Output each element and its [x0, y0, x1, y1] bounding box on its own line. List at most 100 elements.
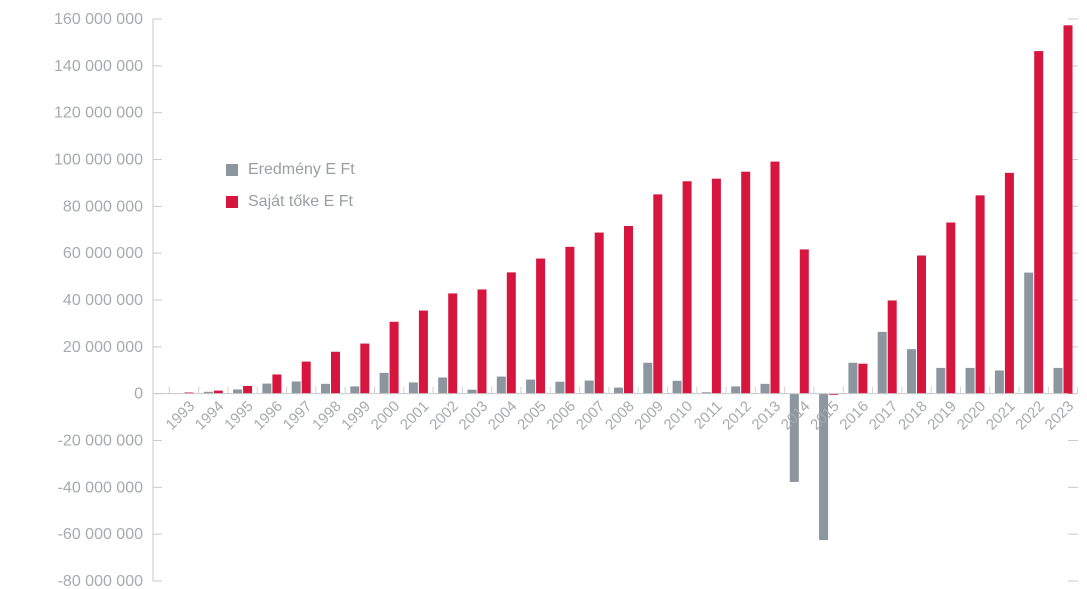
bar-eredmeny-2003	[467, 389, 477, 394]
bar-eredmeny-2022	[1024, 272, 1034, 394]
bar-sajat-toke-2008	[624, 226, 633, 394]
bar-sajat-toke-1995	[243, 385, 253, 394]
x-tick-label: 1995	[221, 398, 257, 434]
bar-sajat-toke-1998	[331, 351, 340, 394]
x-tick-label: 2017	[866, 398, 902, 434]
y-tick-label: -80 000 000	[58, 573, 144, 589]
x-tick-label: 2011	[691, 398, 726, 433]
y-tick-label: 60 000 000	[63, 245, 143, 262]
x-tick-label: 2012	[719, 398, 755, 434]
bar-eredmeny-2005	[526, 379, 536, 394]
x-tick-label: 2005	[514, 398, 550, 434]
x-tick-label: 2006	[543, 398, 579, 434]
x-tick-label: 2010	[661, 398, 697, 434]
x-tick-label: 1997	[280, 398, 316, 434]
legend: Eredmény E Ft Saját tőke E Ft	[226, 154, 355, 218]
bar-sajat-toke-2010	[682, 181, 692, 394]
bar-sajat-toke-1996	[272, 374, 282, 394]
bar-sajat-toke-2000	[389, 321, 399, 394]
y-tick-label: 0	[134, 386, 143, 403]
bar-eredmeny-2013	[760, 383, 770, 394]
y-tick-label: 120 000 000	[54, 105, 143, 122]
bar-sajat-toke-1994	[213, 390, 223, 394]
y-tick-label: -40 000 000	[58, 479, 144, 496]
bar-eredmeny-2007	[584, 380, 594, 394]
bar-sajat-toke-1993	[184, 392, 194, 394]
x-tick-label: 2000	[368, 398, 404, 434]
bars	[184, 25, 1073, 541]
x-tick-label: 2013	[749, 398, 785, 434]
bar-sajat-toke-2014	[799, 249, 809, 394]
bar-eredmeny-2021	[994, 370, 1004, 394]
bar-sajat-toke-2002	[448, 293, 458, 394]
bar-sajat-toke-2018	[917, 255, 926, 394]
bar-sajat-toke-2016	[858, 363, 868, 394]
bar-sajat-toke-2013	[770, 161, 780, 394]
bar-eredmeny-2004	[496, 376, 506, 394]
x-tick-label: 2019	[924, 398, 960, 434]
bar-sajat-toke-2009	[653, 194, 663, 394]
x-tick-label: 2022	[1012, 398, 1048, 434]
bar-eredmeny-2014	[789, 393, 799, 482]
legend-item-sajat-toke: Saját tőke E Ft	[226, 186, 355, 218]
bar-eredmeny-1999	[350, 386, 360, 394]
x-tick-label: 2004	[485, 398, 521, 434]
x-tick-label: 2023	[1042, 398, 1078, 434]
x-tick-label: 2016	[836, 398, 872, 434]
x-tick-label: 1996	[250, 398, 286, 434]
x-tick-label: 2007	[573, 398, 609, 434]
bar-eredmeny-2001	[408, 382, 418, 394]
bar-sajat-toke-2021	[1004, 172, 1014, 394]
bar-sajat-toke-2004	[506, 272, 516, 394]
bar-eredmeny-2012	[731, 386, 741, 394]
bar-sajat-toke-2020	[975, 195, 985, 394]
bar-sajat-toke-2003	[477, 289, 487, 394]
bar-eredmeny-1998	[321, 383, 330, 394]
x-tick-label: 2009	[631, 398, 667, 434]
bar-eredmeny-2000	[379, 372, 389, 394]
x-tick-label: 2020	[954, 398, 990, 434]
bar-eredmeny-2008	[614, 387, 623, 394]
y-tick-label: 100 000 000	[54, 152, 143, 169]
bar-eredmeny-2016	[848, 362, 858, 394]
bar-sajat-toke-2007	[594, 232, 604, 394]
bar-eredmeny-2020	[965, 367, 975, 394]
bar-sajat-toke-2005	[536, 258, 546, 394]
bar-eredmeny-2015	[819, 393, 829, 541]
x-tick-label: 1999	[338, 398, 374, 434]
bar-sajat-toke-2015	[829, 393, 839, 395]
bar-sajat-toke-1997	[301, 361, 311, 394]
bar-sajat-toke-1999	[360, 343, 370, 394]
x-tick-label: 2003	[456, 398, 492, 434]
x-tick-label: 2002	[426, 398, 462, 434]
legend-label-sajat-toke: Saját tőke E Ft	[248, 193, 353, 210]
bar-eredmeny-2017	[877, 331, 887, 394]
bar-sajat-toke-2006	[565, 246, 575, 394]
bar-eredmeny-2019	[936, 367, 946, 394]
bar-eredmeny-2023	[1053, 367, 1063, 394]
y-tick-label: 20 000 000	[63, 339, 143, 356]
bar-eredmeny-2002	[438, 377, 448, 394]
x-axis: 1993199419951996199719981999200020012002…	[153, 386, 1079, 434]
bar-sajat-toke-2012	[741, 171, 751, 394]
y-tick-label: -60 000 000	[58, 526, 144, 543]
y-tick-label: -20 000 000	[58, 433, 144, 450]
bar-eredmeny-1994	[203, 391, 213, 394]
x-tick-label: 2021	[983, 398, 1019, 434]
bar-eredmeny-1996	[262, 383, 272, 394]
bar-sajat-toke-2001	[418, 310, 428, 394]
x-tick-label: 1994	[192, 398, 228, 434]
legend-label-eredmeny: Eredmény E Ft	[248, 161, 355, 178]
bar-eredmeny-2009	[643, 362, 653, 394]
legend-swatch-sajat-toke	[226, 196, 238, 208]
bar-eredmeny-1995	[233, 389, 243, 394]
y-tick-label: 80 000 000	[63, 198, 143, 215]
x-tick-label: 1993	[163, 398, 199, 434]
bar-sajat-toke-2017	[887, 300, 897, 394]
y-axis: 160 000 000 140 000 000 120 000 000 100 000…	[54, 11, 1078, 589]
y-tick-label: 40 000 000	[63, 292, 143, 309]
x-tick-label: 2001	[397, 398, 433, 434]
bar-sajat-toke-2022	[1034, 51, 1044, 394]
x-tick-label: 1998	[309, 398, 345, 434]
